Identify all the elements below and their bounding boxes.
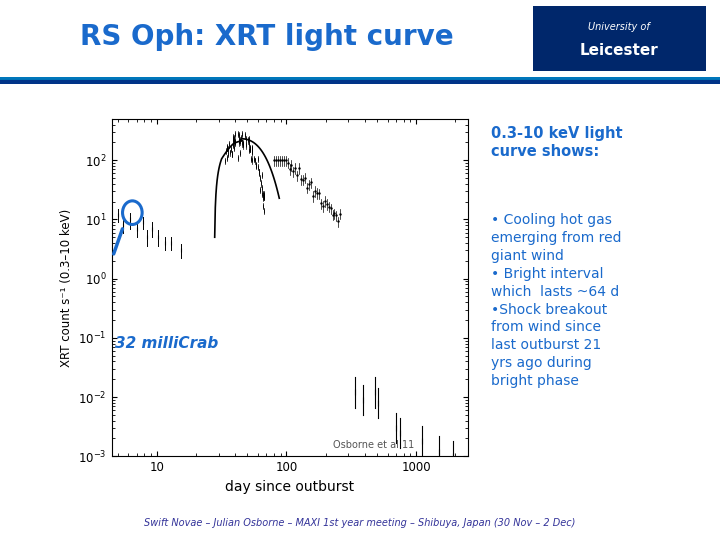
Y-axis label: XRT count s⁻¹ (0.3–10 keV): XRT count s⁻¹ (0.3–10 keV) [60, 208, 73, 367]
Text: • Cooling hot gas
emerging from red
giant wind
• Bright interval
which  lasts ~6: • Cooling hot gas emerging from red gian… [491, 213, 622, 388]
Text: 0.3-10 keV light
curve shows:: 0.3-10 keV light curve shows: [491, 126, 623, 159]
FancyBboxPatch shape [533, 6, 706, 71]
Text: 32 milliCrab: 32 milliCrab [115, 336, 218, 352]
Text: Leicester: Leicester [580, 43, 659, 58]
Text: University of: University of [588, 22, 650, 32]
Text: Swift Novae – Julian Osborne – MAXI 1st year meeting – Shibuya, Japan (30 Nov – : Swift Novae – Julian Osborne – MAXI 1st … [144, 517, 576, 528]
X-axis label: day since outburst: day since outburst [225, 480, 354, 494]
Text: Osborne et al 11: Osborne et al 11 [333, 440, 414, 449]
Text: RS Oph: XRT light curve: RS Oph: XRT light curve [80, 23, 453, 51]
